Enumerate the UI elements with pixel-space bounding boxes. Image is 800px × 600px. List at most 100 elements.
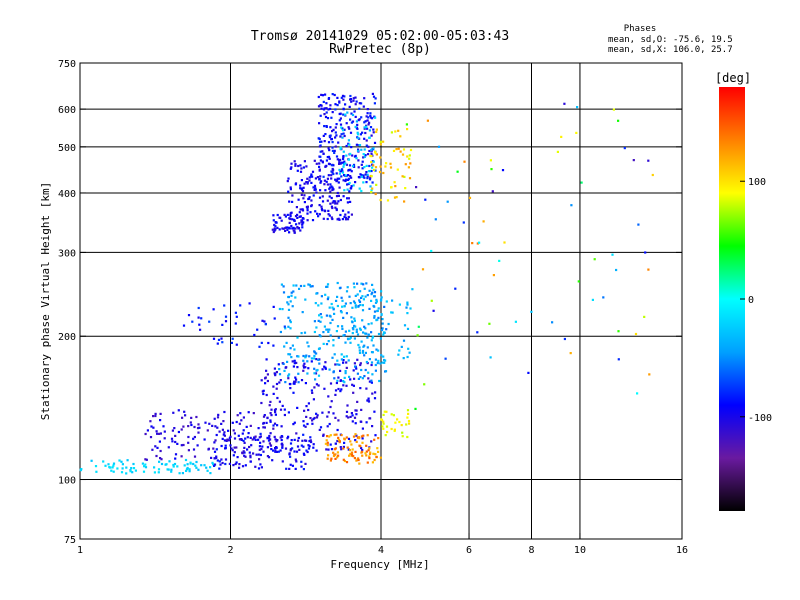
data-point bbox=[314, 372, 318, 375]
data-point bbox=[283, 408, 286, 411]
data-point bbox=[344, 341, 347, 344]
data-point bbox=[355, 157, 358, 160]
data-point bbox=[249, 424, 252, 427]
data-point bbox=[356, 358, 359, 361]
data-point bbox=[274, 411, 277, 414]
data-point bbox=[311, 422, 314, 425]
data-point bbox=[349, 341, 352, 344]
data-point bbox=[407, 347, 410, 350]
data-point bbox=[316, 414, 319, 417]
data-point bbox=[381, 425, 384, 428]
data-point bbox=[265, 369, 268, 372]
data-point bbox=[272, 305, 275, 308]
data-point bbox=[306, 450, 309, 454]
data-point bbox=[212, 463, 215, 466]
data-point bbox=[288, 353, 292, 356]
data-point bbox=[211, 461, 214, 464]
data-point bbox=[304, 382, 307, 385]
data-point bbox=[153, 466, 156, 469]
data-point bbox=[361, 454, 364, 457]
data-point bbox=[374, 363, 377, 367]
data-point bbox=[121, 463, 124, 466]
data-point bbox=[334, 393, 337, 396]
data-point bbox=[617, 330, 620, 333]
data-point bbox=[287, 303, 290, 306]
data-point bbox=[371, 335, 375, 338]
data-point bbox=[370, 440, 373, 443]
data-point bbox=[342, 384, 345, 387]
data-point bbox=[239, 304, 242, 307]
data-point bbox=[299, 187, 302, 190]
data-point bbox=[363, 166, 366, 169]
data-point bbox=[325, 159, 328, 162]
data-point bbox=[200, 464, 203, 467]
data-point bbox=[217, 338, 221, 341]
data-point bbox=[141, 462, 144, 465]
data-point bbox=[310, 440, 313, 444]
data-point bbox=[300, 220, 303, 223]
data-point bbox=[325, 125, 328, 128]
data-point bbox=[299, 170, 303, 173]
data-point bbox=[361, 167, 364, 170]
data-point bbox=[380, 313, 383, 316]
data-point bbox=[289, 217, 292, 221]
data-point bbox=[329, 126, 332, 129]
data-point bbox=[342, 361, 345, 364]
data-point bbox=[335, 123, 338, 126]
data-point bbox=[240, 438, 243, 441]
data-point bbox=[126, 459, 129, 462]
data-point bbox=[356, 333, 360, 336]
data-point bbox=[287, 374, 290, 377]
data-point bbox=[305, 439, 308, 442]
data-point bbox=[343, 459, 346, 463]
data-point bbox=[353, 377, 356, 380]
data-point bbox=[221, 323, 224, 326]
data-point bbox=[365, 282, 368, 285]
data-point bbox=[363, 148, 366, 151]
data-point bbox=[265, 421, 268, 424]
data-point bbox=[314, 187, 317, 190]
data-point bbox=[402, 339, 406, 342]
data-point bbox=[368, 452, 372, 455]
data-point bbox=[381, 361, 384, 364]
data-point bbox=[358, 327, 362, 330]
data-point bbox=[308, 355, 311, 358]
data-point bbox=[371, 181, 374, 184]
data-point bbox=[255, 453, 258, 456]
data-point bbox=[384, 359, 387, 362]
data-point bbox=[359, 173, 362, 176]
data-point bbox=[321, 150, 324, 153]
data-point bbox=[172, 465, 175, 468]
data-point bbox=[354, 103, 357, 106]
data-point bbox=[306, 360, 309, 363]
data-point bbox=[348, 105, 351, 108]
x-tick-label: 10 bbox=[574, 545, 586, 556]
data-point bbox=[318, 213, 321, 216]
data-point bbox=[289, 213, 292, 216]
data-point bbox=[361, 441, 364, 444]
data-point bbox=[272, 214, 275, 217]
data-point bbox=[160, 458, 163, 461]
data-point bbox=[416, 334, 419, 337]
data-point bbox=[372, 164, 375, 167]
data-point bbox=[275, 446, 278, 449]
data-point bbox=[339, 135, 342, 138]
data-point bbox=[334, 103, 337, 106]
data-point bbox=[329, 334, 332, 337]
data-point bbox=[277, 450, 280, 453]
data-point bbox=[131, 471, 134, 474]
data-point bbox=[310, 360, 313, 363]
data-point bbox=[212, 447, 215, 450]
data-point bbox=[370, 363, 373, 367]
data-point bbox=[350, 412, 353, 415]
data-point bbox=[295, 361, 298, 364]
data-point bbox=[371, 425, 374, 428]
data-point bbox=[339, 390, 342, 393]
data-point bbox=[345, 178, 348, 181]
data-point bbox=[107, 463, 110, 466]
data-point bbox=[189, 461, 192, 464]
data-point bbox=[343, 189, 346, 192]
data-point bbox=[339, 147, 342, 150]
data-point bbox=[215, 433, 218, 437]
data-point bbox=[569, 352, 572, 355]
